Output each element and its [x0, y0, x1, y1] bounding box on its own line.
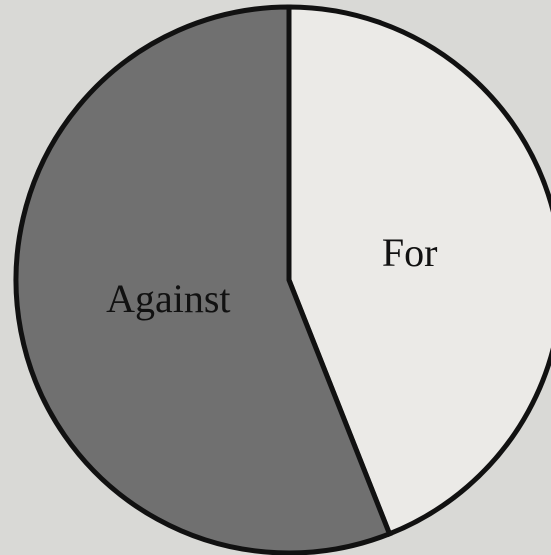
slice-label: Against — [106, 276, 230, 321]
slice-label: For — [382, 230, 438, 275]
pie-slice — [286, 4, 551, 538]
pie-slice — [13, 4, 393, 555]
